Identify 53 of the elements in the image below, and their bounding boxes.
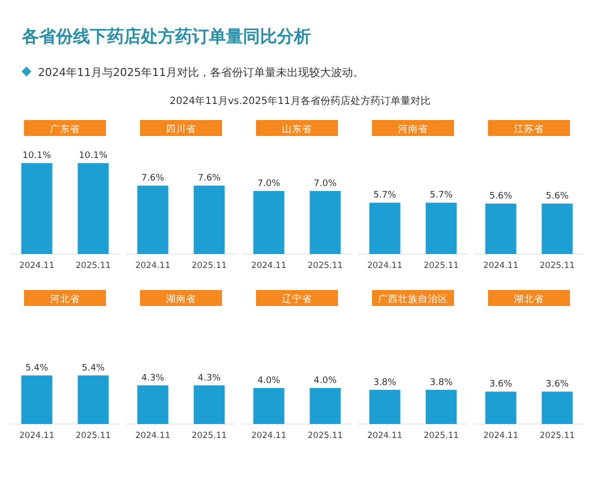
data-label: 5.4% [25,363,49,374]
data-label: 5.7% [373,190,397,201]
x-tick-label: 2024.11 [251,431,286,441]
data-label: 4.0% [257,376,281,386]
chart-title: 广东省 [50,123,80,135]
data-label: 7.6% [141,174,165,184]
x-tick-label: 2025.11 [424,431,459,441]
data-label: 7.6% [198,174,222,184]
data-label: 7.0% [314,179,338,189]
chart-title: 湖北省 [514,293,544,305]
x-tick-label: 2025.11 [192,261,227,271]
x-tick-label: 2024.11 [19,431,54,441]
x-tick-label: 2024.11 [367,431,402,441]
x-tick-label: 2024.11 [135,431,170,441]
data-label: 3.6% [489,380,513,390]
x-tick-label: 2025.11 [308,431,343,441]
chart-title: 湖南省 [166,293,196,305]
data-label: 5.7% [430,190,454,201]
x-tick-label: 2025.11 [540,431,575,441]
text: 2024年11月与2025年11月对比，各省份订单量未出现较大波动。 [38,66,364,79]
x-tick-label: 2024.11 [483,431,518,441]
x-tick-label: 2025.11 [308,261,343,271]
data-label: 4.0% [314,376,338,386]
x-tick-label: 2024.11 [135,261,170,271]
x-tick-label: 2025.11 [192,431,227,441]
x-tick-label: 2024.11 [483,261,518,271]
text: 2024年11月vs.2025年11月各省份药店处方药订单量对比 [170,95,430,107]
data-label: 4.3% [141,373,165,384]
data-label: 3.6% [546,380,570,390]
data-label: 3.8% [430,378,454,388]
data-label: 4.3% [198,373,222,384]
x-tick-label: 2025.11 [424,261,459,271]
x-tick-label: 2025.11 [540,261,575,271]
data-label: 10.1% [78,151,108,162]
x-tick-label: 2024.11 [19,261,54,271]
data-label: 10.1% [22,151,52,162]
chart-title: 河北省 [50,293,80,305]
x-tick-label: 2025.11 [76,431,111,441]
data-label: 5.6% [546,192,570,202]
data-label: 5.6% [489,192,513,202]
chart-title: 四川省 [166,123,196,135]
data-label: 5.4% [82,363,106,374]
data-label: 3.8% [373,378,397,388]
chart-title: 江苏省 [514,123,544,135]
chart-title: 河南省 [398,123,428,135]
text: 各省份线下药店处方药订单量同比分析 [21,27,311,47]
data-label: 7.0% [257,179,281,189]
x-tick-label: 2025.11 [76,261,111,271]
x-tick-label: 2024.11 [251,261,286,271]
x-tick-label: 2024.11 [367,261,402,271]
chart-title: 山东省 [282,123,312,135]
chart-title: 广西壮族自治区 [378,293,448,305]
chart-title: 辽宁省 [282,293,312,305]
